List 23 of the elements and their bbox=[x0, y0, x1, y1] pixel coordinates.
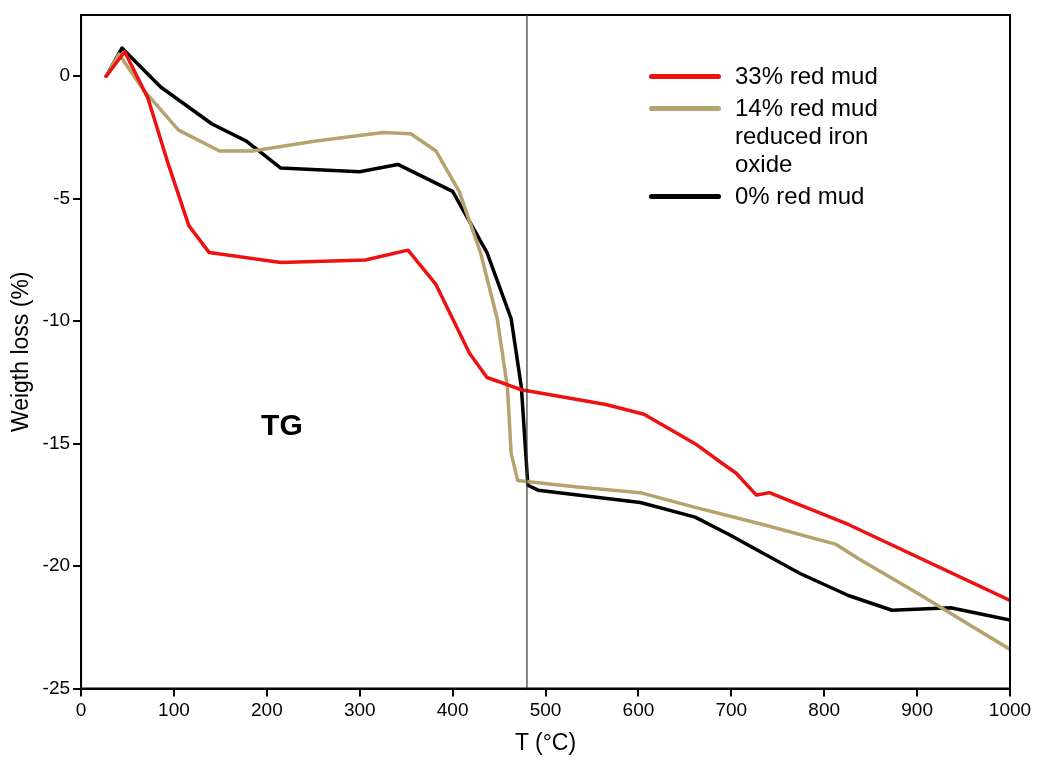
legend-label: 0% red mud bbox=[735, 182, 866, 210]
x-tick-label: 400 bbox=[436, 699, 469, 721]
y-tick-label: -20 bbox=[42, 554, 71, 576]
legend-label: 33% red mud bbox=[735, 62, 879, 90]
legend-label: 14% red mud reduced iron oxide bbox=[735, 94, 879, 178]
x-tick-label: 1000 bbox=[988, 699, 1032, 721]
x-tick-label: 500 bbox=[529, 699, 562, 721]
x-tick-label: 800 bbox=[808, 699, 841, 721]
x-axis-title: T (°C) bbox=[514, 728, 577, 755]
y-tick-label: -15 bbox=[42, 431, 71, 453]
annotation: TG bbox=[261, 408, 303, 442]
x-tick-label: 600 bbox=[622, 699, 655, 721]
x-tick-label: 0 bbox=[75, 699, 87, 721]
y-tick-label: 0 bbox=[59, 64, 71, 86]
y-tick-label: -25 bbox=[42, 676, 71, 698]
x-tick-label: 900 bbox=[901, 699, 933, 721]
x-tick-label: 700 bbox=[715, 699, 748, 721]
x-tick-label: 200 bbox=[251, 699, 283, 721]
y-tick-label: -5 bbox=[53, 186, 71, 208]
x-tick-label: 100 bbox=[158, 699, 190, 721]
y-axis-title: Weigth loss (%) bbox=[7, 271, 34, 433]
y-tick-label: -10 bbox=[42, 309, 71, 331]
x-tick-label: 300 bbox=[343, 699, 376, 721]
